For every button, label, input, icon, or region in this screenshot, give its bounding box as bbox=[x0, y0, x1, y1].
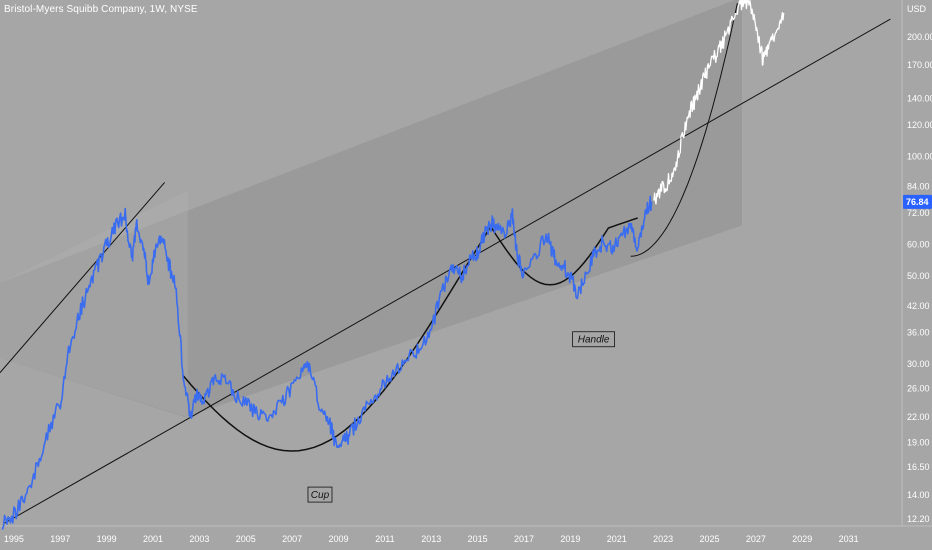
x-tick-label: 2013 bbox=[421, 534, 441, 544]
last-price-badge: 76.84 bbox=[903, 194, 932, 209]
y-tick-label: 42.00 bbox=[907, 301, 930, 311]
handle-arc bbox=[490, 217, 638, 286]
x-tick-label: 2023 bbox=[653, 534, 673, 544]
y-tick-label: 120.00 bbox=[907, 120, 932, 130]
y-tick-label: 14.00 bbox=[907, 490, 930, 500]
cup-arc bbox=[182, 224, 493, 452]
last-price-badge-bg bbox=[903, 194, 932, 209]
y-tick-label: 12.20 bbox=[907, 514, 930, 524]
nineties-trendline bbox=[0, 182, 166, 373]
y-tick-label: 36.00 bbox=[907, 327, 930, 337]
x-tick-label: 1997 bbox=[50, 534, 70, 544]
x-tick-label: 2025 bbox=[700, 534, 720, 544]
x-tick-label: 2007 bbox=[282, 534, 302, 544]
y-tick-label: 19.00 bbox=[907, 437, 930, 447]
annotation-handle-label: Handle bbox=[578, 335, 610, 346]
y-tick-label: 60.00 bbox=[907, 239, 930, 249]
annotation-box bbox=[572, 331, 616, 348]
last-price-badge-label: 76.84 bbox=[906, 197, 929, 207]
price-series-line bbox=[1, 195, 653, 530]
projection-series-line bbox=[653, 0, 785, 205]
x-tick-label: 2019 bbox=[560, 534, 580, 544]
y-tick-label: 16.50 bbox=[907, 462, 930, 472]
channel-band bbox=[0, 0, 743, 418]
y-tick-label: 140.00 bbox=[907, 93, 932, 103]
annotation-cup-label: Cup bbox=[311, 490, 330, 501]
annotation-layer: Cup Handle bbox=[307, 331, 616, 503]
x-tick-label: 2017 bbox=[514, 534, 534, 544]
x-tick-label: 1995 bbox=[4, 534, 24, 544]
x-tick-label: 2003 bbox=[189, 534, 209, 544]
y-tick-label: 22.00 bbox=[907, 412, 930, 422]
x-tick-label: 2021 bbox=[607, 534, 627, 544]
y-tick-label: 72.00 bbox=[907, 208, 930, 218]
y-tick-label: 26.00 bbox=[907, 383, 930, 393]
x-axis: 1995 1997 1999 2001 2003 2005 2007 2009 2011 2013… bbox=[4, 534, 859, 544]
x-tick-label: 2005 bbox=[236, 534, 256, 544]
parabolic-curve bbox=[630, 2, 738, 257]
x-tick-label: 2001 bbox=[143, 534, 163, 544]
trendline-layer bbox=[0, 2, 891, 524]
y-tick-label: 84.00 bbox=[907, 181, 930, 191]
x-tick-label: 2011 bbox=[375, 534, 394, 544]
y-tick-label: 50.00 bbox=[907, 271, 930, 281]
series-layer bbox=[1, 0, 785, 530]
x-tick-label: 2015 bbox=[468, 534, 488, 544]
chart-title: Bristol-Myers Squibb Company, 1W, NYSE bbox=[4, 4, 198, 15]
y-tick-label: 30.00 bbox=[907, 359, 930, 369]
y-tick-label: 100.00 bbox=[907, 151, 932, 161]
y-tick-label: 200.00 bbox=[907, 32, 932, 42]
y-currency-label: USD bbox=[907, 4, 927, 14]
annotation-box bbox=[307, 486, 333, 503]
long-trendline bbox=[4, 18, 891, 524]
y-axis: USD 200.00 170.00 140.00 120.00 100.00 84.00 72… bbox=[907, 4, 932, 524]
x-tick-label: 1999 bbox=[97, 534, 117, 544]
price-scale-panel bbox=[902, 0, 932, 550]
x-tick-label: 2027 bbox=[746, 534, 766, 544]
x-tick-label: 2029 bbox=[792, 534, 812, 544]
y-tick-label: 170.00 bbox=[907, 60, 932, 70]
x-tick-label: 2009 bbox=[329, 534, 349, 544]
channel-left-shade bbox=[0, 190, 188, 418]
x-tick-label: 2031 bbox=[839, 534, 859, 544]
